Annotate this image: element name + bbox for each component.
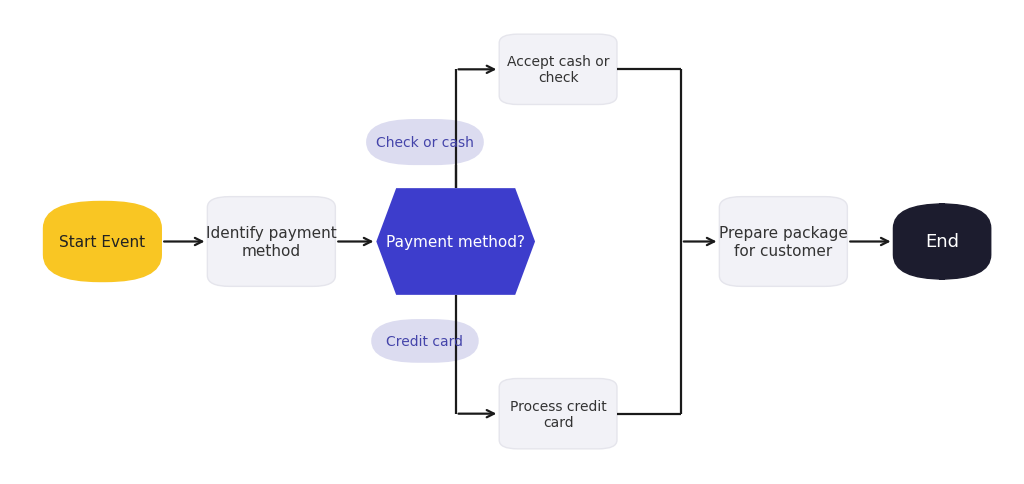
FancyBboxPatch shape <box>500 35 616 106</box>
Text: Accept cash or
check: Accept cash or check <box>507 55 609 85</box>
Polygon shape <box>377 189 535 295</box>
FancyBboxPatch shape <box>893 204 991 280</box>
FancyBboxPatch shape <box>367 120 483 166</box>
Text: Prepare package
for customer: Prepare package for customer <box>719 226 848 258</box>
FancyBboxPatch shape <box>719 197 848 287</box>
Text: Payment method?: Payment method? <box>386 235 525 249</box>
Text: Credit card: Credit card <box>386 334 464 348</box>
FancyBboxPatch shape <box>207 197 336 287</box>
Text: End: End <box>925 233 959 251</box>
Text: Start Event: Start Event <box>59 235 145 249</box>
Text: Check or cash: Check or cash <box>376 136 474 150</box>
FancyBboxPatch shape <box>500 379 616 449</box>
FancyBboxPatch shape <box>371 319 478 363</box>
FancyBboxPatch shape <box>43 202 162 282</box>
Text: Identify payment
method: Identify payment method <box>206 226 337 258</box>
Text: Process credit
card: Process credit card <box>510 399 606 429</box>
